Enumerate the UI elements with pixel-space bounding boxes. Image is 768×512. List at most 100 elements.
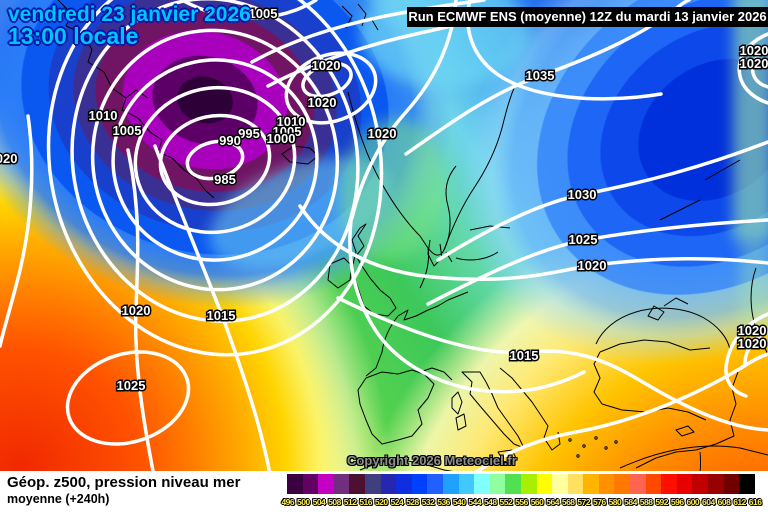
legend-title: Géop. z500, pression niveau mer	[7, 474, 241, 491]
colorbar-swatch	[380, 474, 397, 494]
legend-block: Géop. z500, pression niveau mer moyenne …	[7, 474, 240, 506]
colorbar-value: 504	[312, 497, 326, 507]
colorbar-value: 496	[281, 497, 295, 507]
colorbar-swatch	[567, 474, 584, 494]
colorbar-swatch	[583, 474, 599, 494]
colorbar-swatch	[739, 474, 755, 494]
colorbar-value: 584	[624, 497, 637, 507]
colorbar-swatch	[474, 474, 490, 494]
colorbar-value: 528	[406, 497, 419, 507]
isobar-lines	[0, 0, 768, 471]
colorbar-swatch	[708, 474, 724, 494]
isobar-labels: 1005102010201010100510101005100099599098…	[0, 5, 768, 395]
colorbar-value: 592	[655, 497, 668, 507]
isobar-label: 1020	[368, 126, 397, 141]
isobar-label: 990	[219, 133, 241, 148]
colorbar-swatch	[318, 474, 334, 494]
isobar-label: 1005	[249, 6, 278, 21]
colorbar-value: 552	[499, 497, 513, 507]
isobar-label: 1020	[738, 323, 767, 338]
isobar-label: 995	[238, 126, 260, 141]
colorbar-value: 580	[608, 497, 622, 507]
colorbar-swatch	[427, 474, 443, 494]
isobar-label: 1020	[738, 336, 767, 351]
colorbar-value: 556	[515, 497, 528, 507]
colorbar-swatch	[536, 474, 553, 494]
colorbar-value: 576	[593, 497, 606, 507]
isobar-label: 1020	[740, 43, 768, 58]
colorbar-swatch	[630, 474, 646, 494]
isobar-label: 1015	[207, 308, 236, 323]
colorbar-swatch	[364, 474, 381, 494]
colorbar-value: 512	[343, 497, 357, 507]
run-info-box: Run ECMWF ENS (moyenne) 12Z du mardi 13 …	[407, 7, 768, 27]
colorbar-swatch	[349, 474, 365, 494]
colorbar-value: 612	[733, 497, 746, 507]
colorbar-value: 600	[686, 497, 700, 507]
colorbar-value: 572	[577, 497, 591, 507]
colorbar-value: 524	[390, 497, 404, 507]
colorbar-value: 532	[421, 497, 435, 507]
colorbar-swatch	[661, 474, 677, 494]
colorbar-value: 616	[748, 497, 762, 507]
colorbar-value: 500	[297, 497, 310, 507]
valid-date: vendredi 23 janvier 2026	[8, 3, 251, 26]
isobar-label: 1005	[273, 124, 302, 139]
colorbar-value: 560	[530, 497, 544, 507]
colorbar-swatch	[458, 474, 475, 494]
colorbar-swatch	[333, 474, 350, 494]
colorbar-swatch	[505, 474, 521, 494]
colorbar-value: 568	[561, 497, 575, 507]
colorbar-value: 608	[717, 497, 731, 507]
colorbar-value: 588	[639, 497, 653, 507]
colorbar-value: 596	[670, 497, 684, 507]
colorbar-swatch	[645, 474, 662, 494]
isobar-label: 1000	[267, 131, 296, 146]
colorbar-swatch	[489, 474, 506, 494]
colorbar-value: 516	[359, 497, 373, 507]
colorbar-labels: 496 500 504 508 512 516 520 524 528 532 536 540 544 5…	[280, 495, 763, 509]
colorbar-value: 548	[483, 497, 497, 507]
colorbar-swatch	[676, 474, 693, 494]
colorbar-swatch	[396, 474, 412, 494]
colorbar-swatches	[287, 474, 755, 494]
copyright-text: Copyright 2026 Meteociel.fr	[347, 453, 517, 468]
isobar-label: 985	[214, 172, 236, 187]
colorbar-swatch	[302, 474, 319, 494]
weather-map: 1005102010201010100510101005100099599098…	[0, 0, 768, 471]
colorbar-value: 508	[328, 497, 341, 507]
legend-strip: Géop. z500, pression niveau mer moyenne …	[0, 471, 768, 512]
isobar-label: 1035	[526, 68, 555, 83]
isobar-label: 1010	[89, 108, 118, 123]
colorbar-swatch	[287, 474, 303, 494]
colorbar-swatch	[442, 474, 459, 494]
isobar-label: 1025	[569, 232, 598, 247]
isobar-label: 1010	[277, 114, 306, 129]
isobar-label: 1015	[510, 348, 539, 363]
colorbar-value: 536	[437, 497, 450, 507]
isobar-label: 1020	[122, 303, 151, 318]
isobar-label: 1005	[113, 123, 142, 138]
colorbar-value: 544	[468, 497, 482, 507]
colorbar-swatch	[411, 474, 428, 494]
legend-subtitle: moyenne (+240h)	[7, 492, 110, 506]
colorbar-swatch	[614, 474, 631, 494]
colorbar-value: 604	[702, 497, 715, 507]
isobar-label: 1025	[117, 378, 146, 393]
colorbar-swatch	[552, 474, 568, 494]
colorbar-swatch	[520, 474, 537, 494]
colorbar-value: 564	[546, 497, 559, 507]
isobar-label: 1020	[740, 56, 768, 71]
valid-date-block: vendredi 23 janvier 2026 13:00 locale	[8, 4, 251, 49]
isobar-label: 1020	[312, 58, 341, 73]
colorbar-value: 520	[374, 497, 388, 507]
colorbar-value: 540	[452, 497, 466, 507]
z500-field	[0, 0, 768, 471]
isobar-label: 1030	[568, 187, 597, 202]
colorbar-swatch	[692, 474, 709, 494]
isobar-label: 1020	[308, 95, 337, 110]
colorbar-swatch	[723, 474, 740, 494]
isobar-label: 1020	[0, 151, 17, 166]
valid-time: 13:00 locale	[8, 23, 139, 50]
